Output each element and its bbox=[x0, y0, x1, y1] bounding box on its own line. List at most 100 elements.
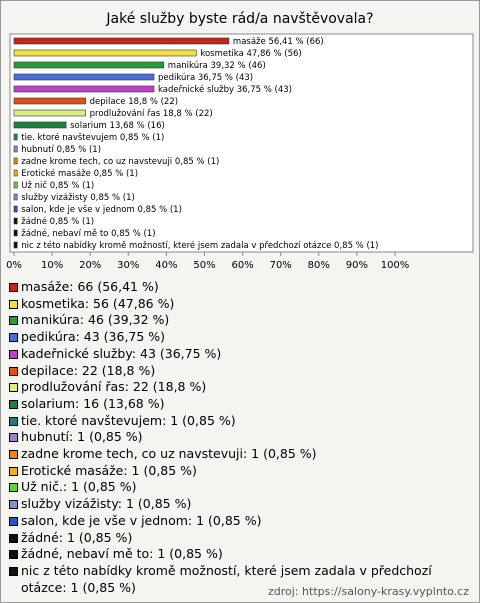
legend-label: Už nič.: 1 (0,85 %) bbox=[21, 479, 137, 495]
x-tick-label: 90% bbox=[346, 260, 368, 271]
legend-item: solarium: 16 (13,68 %) bbox=[9, 396, 471, 413]
bar-category: manikúra bbox=[168, 61, 208, 71]
bar bbox=[13, 73, 155, 81]
legend-item: tie. ktoré navštevujem: 1 (0,85 %) bbox=[9, 413, 471, 430]
legend-label: služby vizážisty: 1 (0,85 %) bbox=[21, 496, 192, 512]
bar-category: žádné, nebaví mě to bbox=[21, 228, 108, 239]
bar-category: Už nič bbox=[21, 180, 47, 191]
bar-value-label: 0,85 % (1) bbox=[50, 181, 94, 191]
legend-swatch bbox=[9, 283, 18, 292]
bar-label: manikúra 39,32 % (46) bbox=[168, 61, 266, 71]
bar-category: Erotické masáže bbox=[21, 168, 91, 179]
bar-label: prodlužování řas 18,8 % (22) bbox=[90, 109, 213, 119]
legend-item: prodlužování řas: 22 (18,8 %) bbox=[9, 379, 471, 396]
bar-category: zadne krome tech, co uz navstevuji bbox=[21, 157, 172, 167]
bar-category: nic z této nabídky kromě možností, které… bbox=[21, 240, 331, 251]
bar bbox=[13, 241, 18, 249]
x-tick-label: 70% bbox=[270, 260, 292, 271]
bar bbox=[13, 157, 18, 165]
bar bbox=[13, 181, 18, 189]
legend-label: hubnutí: 1 (0,85 %) bbox=[21, 429, 143, 445]
legend-item: salon, kde je vše v jednom: 1 (0,85 %) bbox=[9, 513, 471, 530]
legend-label: žádné, nebaví mě to: 1 (0,85 %) bbox=[21, 546, 223, 562]
legend-swatch bbox=[9, 466, 18, 476]
bar-category: solarium bbox=[70, 121, 107, 131]
legend-swatch bbox=[9, 299, 18, 309]
legend-item: Už nič.: 1 (0,85 %) bbox=[9, 479, 471, 496]
bar-label: žádné 0,85 % (1) bbox=[21, 216, 94, 227]
bar-label: Erotické masáže 0,85 % (1) bbox=[21, 168, 138, 179]
legend-swatch bbox=[9, 433, 18, 443]
x-tick-label: 20% bbox=[79, 260, 101, 271]
bar-label: tie. ktoré navštevujem 0,85 % (1) bbox=[21, 132, 164, 143]
bar-value-label: 0,85 % (1) bbox=[111, 229, 155, 239]
legend-swatch bbox=[9, 399, 18, 409]
legend-swatch bbox=[9, 533, 18, 543]
bar bbox=[13, 169, 18, 177]
bar-value-label: 0,85 % (1) bbox=[90, 193, 134, 203]
legend-item: Erotické masáže: 1 (0,85 %) bbox=[9, 463, 471, 480]
legend-item: zadne krome tech, co uz navstevuji: 1 (0… bbox=[9, 446, 471, 463]
legend-swatch bbox=[9, 416, 18, 426]
bar bbox=[13, 109, 86, 117]
legend-label: prodlužování řas: 22 (18,8 %) bbox=[21, 379, 207, 395]
legend-item: nic z této nabídky kromě možností, které… bbox=[9, 563, 471, 596]
bar bbox=[13, 217, 18, 225]
bar-label: depilace 18,8 % (22) bbox=[90, 97, 178, 107]
bar-value-label: 0,85 % (1) bbox=[120, 133, 164, 143]
legend-swatch bbox=[9, 566, 18, 576]
legend-swatch bbox=[9, 516, 18, 526]
legend-swatch bbox=[9, 333, 18, 343]
legend-label: salon, kde je vše v jednom: 1 (0,85 %) bbox=[21, 512, 262, 528]
legend-swatch bbox=[9, 366, 18, 376]
x-tick-label: 50% bbox=[193, 260, 215, 271]
bar-value-label: 0,85 % (1) bbox=[94, 169, 138, 179]
legend-item: depilace: 22 (18,8 %) bbox=[9, 363, 471, 380]
bar-value-label: 36,75 % (43) bbox=[198, 73, 253, 83]
legend-swatch bbox=[9, 550, 18, 560]
chart-title: Jaké služby byste rád/a navštěvovala? bbox=[105, 11, 373, 27]
bar-value-label: 0,85 % (1) bbox=[57, 145, 101, 155]
legend-item: masáže: 66 (56,41 %) bbox=[9, 279, 471, 296]
bar-label: Už nič 0,85 % (1) bbox=[21, 180, 94, 191]
legend-label: tie. ktoré navštevujem: 1 (0,85 %) bbox=[21, 412, 236, 428]
bar-label: masáže 56,41 % (66) bbox=[233, 37, 324, 47]
bar-value-label: 0,85 % (1) bbox=[137, 205, 181, 215]
x-tick-label: 40% bbox=[155, 260, 177, 271]
legend-label: nic z této nabídky kromě možností, které… bbox=[21, 562, 432, 595]
bar-category: pedikúra bbox=[158, 73, 195, 83]
bar bbox=[13, 133, 18, 141]
bar-category: salon, kde je vše v jednom bbox=[21, 204, 135, 215]
bar-category: žádné bbox=[21, 216, 47, 227]
chart-svg: Jaké služby byste rád/a navštěvovala? 0%… bbox=[6, 11, 474, 271]
bar bbox=[13, 229, 18, 237]
bar-label: nic z této nabídky kromě možností, které… bbox=[21, 240, 378, 251]
bar bbox=[13, 85, 155, 93]
bar-label: salon, kde je vše v jednom 0,85 % (1) bbox=[21, 204, 182, 215]
legend-item: hubnutí: 1 (0,85 %) bbox=[9, 429, 471, 446]
bar bbox=[13, 49, 197, 57]
bar bbox=[13, 193, 18, 201]
legend-swatch bbox=[9, 383, 18, 393]
legend-swatch bbox=[9, 483, 18, 493]
bar-label: kosmetika 47,86 % (56) bbox=[200, 49, 301, 59]
legend-item: kadeřnické služby: 43 (36,75 %) bbox=[9, 346, 471, 363]
legend: masáže: 66 (56,41 %) kosmetika: 56 (47,86… bbox=[9, 279, 471, 596]
bar-category: kadeřnické služby bbox=[158, 84, 234, 95]
bar-value-label: 39,32 % (46) bbox=[211, 61, 266, 71]
legend-label: kadeřnické služby: 43 (36,75 %) bbox=[21, 345, 222, 361]
bar bbox=[13, 205, 18, 213]
bar-label: solarium 13,68 % (16) bbox=[70, 121, 165, 131]
legend-swatch bbox=[9, 500, 18, 510]
x-tick-label: 30% bbox=[117, 260, 139, 271]
legend-item: žádné: 1 (0,85 %) bbox=[9, 530, 471, 547]
bar bbox=[13, 37, 230, 45]
bar bbox=[13, 97, 86, 105]
plot-area bbox=[9, 33, 474, 253]
legend-label: masáže: 66 (56,41 %) bbox=[21, 279, 159, 294]
x-tick-label: 60% bbox=[231, 260, 253, 271]
legend-item: žádné, nebaví mě to: 1 (0,85 %) bbox=[9, 546, 471, 563]
bar-label: pedikúra 36,75 % (43) bbox=[158, 73, 253, 83]
bar-category: masáže bbox=[233, 37, 266, 47]
